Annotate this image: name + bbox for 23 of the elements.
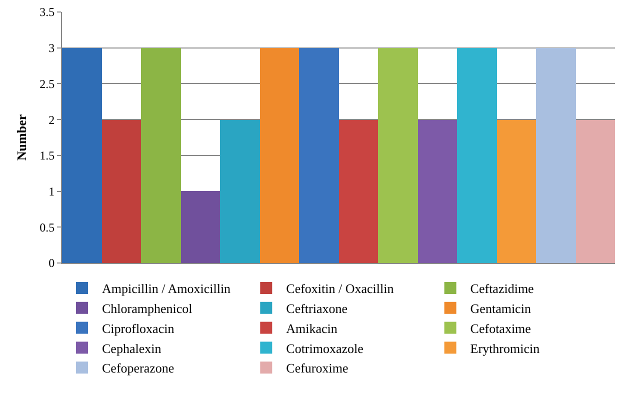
legend-label: Chloramphenicol [102, 300, 193, 316]
legend-label: Cefuroxime [286, 360, 348, 376]
legend-label: Gentamicin [470, 300, 532, 316]
y-tick-label: 1.5 [40, 148, 55, 163]
legend-label: Ceftriaxone [286, 300, 348, 316]
y-tick-label: 0.5 [40, 220, 55, 234]
legend-label: Cefoxitin / Oxacillin [286, 281, 394, 296]
legend-label: Ceftazidime [470, 281, 534, 296]
legend-label: Cefotaxime [470, 320, 532, 336]
y-axis-title: Number [14, 114, 29, 161]
legend-label: Amikacin [286, 320, 338, 336]
legend-label: Cotrimoxazole [286, 340, 364, 356]
y-tick-label: 2 [48, 112, 55, 127]
legend-label: Ciprofloxacin [102, 320, 175, 336]
legend-label: Cephalexin [102, 340, 162, 356]
y-tick-label: 1 [48, 184, 55, 198]
legend-label: Ampicillin / Amoxicillin [102, 281, 232, 296]
legend-label: Cefoperazone [102, 360, 174, 376]
y-tick-label: 3 [48, 41, 55, 56]
y-tick-label: 0 [48, 256, 55, 270]
y-tick-label: 3.5 [40, 5, 55, 20]
y-tick-label: 2.5 [40, 76, 55, 91]
legend-label: Erythromicin [470, 340, 540, 356]
